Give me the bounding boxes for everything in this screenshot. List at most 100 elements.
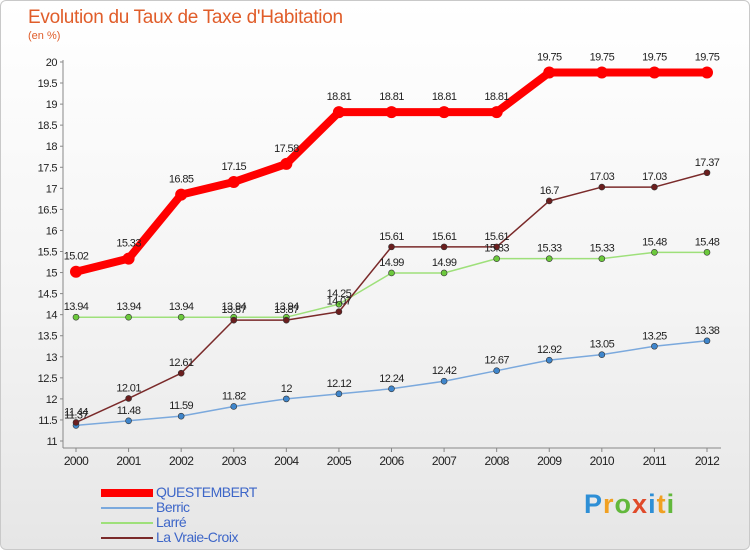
chart-title: Evolution du Taux de Taxe d'Habitation <box>28 7 343 28</box>
x-tick-label: 2011 <box>643 454 667 468</box>
data-point <box>438 106 451 119</box>
data-point <box>493 255 500 262</box>
data-point <box>545 255 553 262</box>
data-point <box>72 313 80 321</box>
y-tick-label: 13 <box>46 352 58 364</box>
logo-letter: x <box>632 489 649 519</box>
legend-label: Berric <box>156 499 190 515</box>
data-label: 15.33 <box>590 243 615 255</box>
data-label: 18.81 <box>432 91 457 103</box>
legend-swatch <box>101 537 153 539</box>
data-label: 13.05 <box>590 339 615 351</box>
data-point <box>230 403 238 410</box>
data-point <box>595 66 608 79</box>
data-label: 11.48 <box>117 405 141 417</box>
data-point <box>545 356 553 364</box>
data-point <box>283 316 290 324</box>
y-tick-label: 11 <box>47 436 58 448</box>
data-point <box>385 106 398 119</box>
data-label: 15.61 <box>484 231 509 243</box>
data-point <box>177 313 185 321</box>
y-tick-label: 14.5 <box>38 289 58 301</box>
data-point <box>651 249 658 256</box>
chart-unit: (en %) <box>28 30 61 42</box>
logo-letter: r <box>603 489 615 519</box>
data-point <box>125 313 132 321</box>
data-label: 13.25 <box>642 330 667 342</box>
y-tick-label: 15.5 <box>38 247 58 259</box>
x-tick-label: 2010 <box>590 454 615 468</box>
data-point <box>651 342 658 350</box>
data-label: 19.75 <box>590 52 615 64</box>
data-point <box>335 300 343 308</box>
legend-swatch <box>101 522 153 524</box>
x-tick-label: 2001 <box>116 454 141 468</box>
y-tick-label: 20 <box>46 57 58 69</box>
legend-swatch <box>101 507 153 509</box>
data-label: 15.33 <box>537 243 562 255</box>
data-label: 13.94 <box>64 301 89 313</box>
x-tick-label: 2007 <box>432 454 457 468</box>
data-point <box>388 243 395 251</box>
data-label: 13.94 <box>221 301 246 313</box>
data-label: 12.61 <box>169 357 194 369</box>
data-point <box>230 316 238 324</box>
data-point <box>703 249 711 256</box>
data-label: 13.94 <box>274 301 299 313</box>
data-label: 18.81 <box>327 91 352 103</box>
data-label: 19.75 <box>642 52 667 64</box>
y-tick-label: 12 <box>46 394 58 406</box>
data-label: 14.25 <box>327 288 352 300</box>
y-tick-label: 16 <box>46 225 58 237</box>
data-point <box>177 412 185 420</box>
data-point <box>70 265 82 278</box>
data-label: 15.33 <box>116 238 141 250</box>
data-point <box>177 369 185 377</box>
y-tick-label: 12.5 <box>38 373 58 385</box>
data-point <box>651 183 658 191</box>
legend-label: Larré <box>156 514 187 530</box>
data-label: 13.94 <box>169 301 194 313</box>
data-label: 16.85 <box>169 174 194 186</box>
y-tick-label: 19.5 <box>38 78 58 90</box>
data-point <box>440 243 448 251</box>
data-point <box>648 66 661 79</box>
data-point <box>227 176 240 189</box>
y-tick-label: 17.5 <box>38 162 58 174</box>
data-label: 12.12 <box>327 378 352 390</box>
x-tick-label: 2012 <box>695 454 720 468</box>
data-point <box>493 367 500 374</box>
y-tick-label: 17 <box>46 183 58 195</box>
data-point <box>598 255 606 262</box>
x-tick-label: 2004 <box>274 454 299 468</box>
data-label: 12.01 <box>116 382 141 394</box>
data-label: 17.37 <box>695 157 720 169</box>
x-tick-label: 2003 <box>222 454 247 468</box>
y-tick-label: 13.5 <box>38 331 58 343</box>
logo-letter: o <box>614 489 633 519</box>
data-label: 14.99 <box>432 257 457 269</box>
data-label: 13.87 <box>274 304 299 316</box>
data-point <box>440 269 448 277</box>
data-point <box>493 243 500 251</box>
data-label: 17.03 <box>590 171 615 183</box>
logo-letter: i <box>666 489 676 519</box>
proxiti-logo: Proxiti <box>584 489 675 520</box>
data-label: 13.87 <box>221 304 246 316</box>
data-label: 15.48 <box>642 236 667 248</box>
data-label: 18.81 <box>379 91 404 103</box>
data-label: 17.15 <box>221 161 246 173</box>
data-point <box>335 308 343 316</box>
data-point <box>440 377 448 385</box>
data-point <box>490 106 503 119</box>
data-label: 13.94 <box>116 301 141 313</box>
data-point <box>703 169 711 177</box>
x-tick-label: 2009 <box>537 454 562 468</box>
data-label: 12.42 <box>432 365 457 377</box>
data-point <box>280 157 293 170</box>
data-label: 11.82 <box>222 390 246 402</box>
data-label: 15.02 <box>64 251 89 263</box>
data-label: 15.48 <box>695 236 720 248</box>
